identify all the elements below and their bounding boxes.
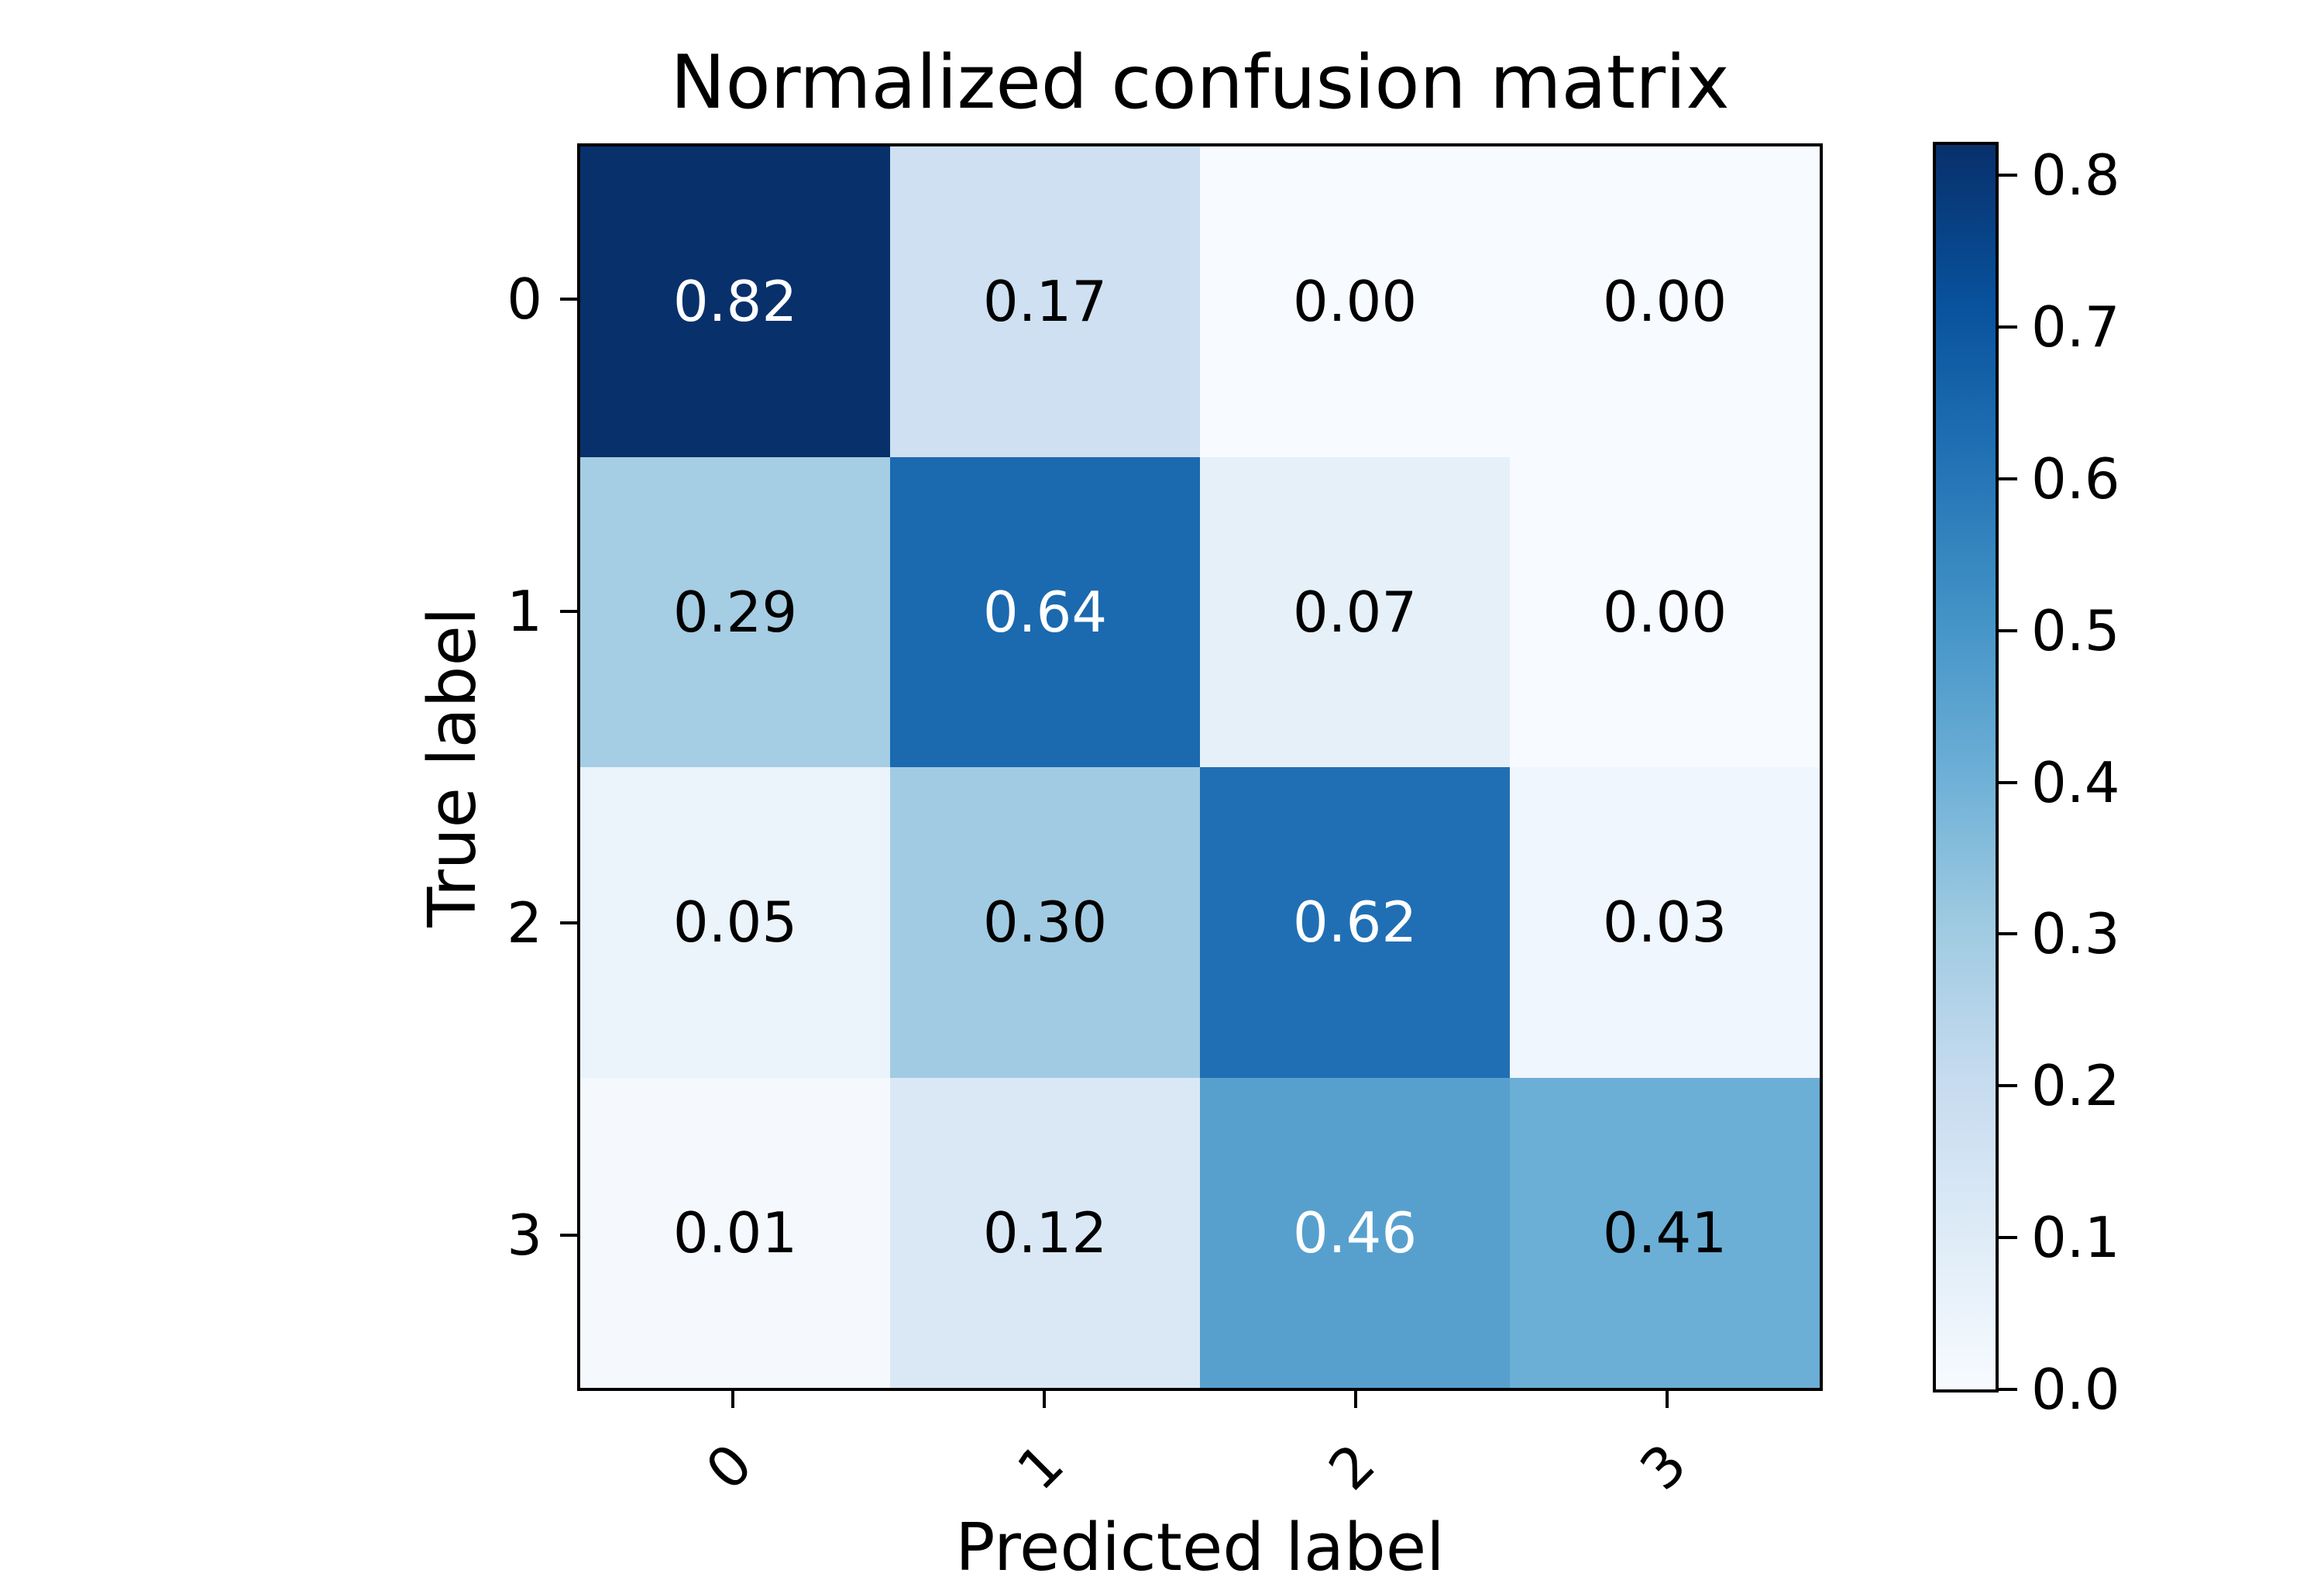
colorbar-tick-label-0.2: 0.2 xyxy=(2031,1053,2120,1119)
colorbar-tick-mark-0.2 xyxy=(1999,1084,2017,1088)
heatmap-cell-2-1: 0.30 xyxy=(890,767,1200,1078)
heatmap-cell-3-0: 0.01 xyxy=(580,1077,890,1388)
colorbar-gradient xyxy=(1936,145,1996,1389)
heatmap-cell-2-0: 0.05 xyxy=(580,767,890,1078)
colorbar-tick-label-0.4: 0.4 xyxy=(2031,749,2120,815)
colorbar-tick-label-0.0: 0.0 xyxy=(2031,1357,2120,1422)
confusion-matrix-figure: Normalized confusion matrix 0.82 0.17 0.00… xyxy=(414,40,2120,1586)
y-tick-label-1: 1 xyxy=(507,578,542,644)
heatmap-cell-1-3: 0.00 xyxy=(1510,456,1820,767)
colorbar-tick-mark-0.5 xyxy=(1999,628,2017,632)
heatmap-cell-0-2: 0.00 xyxy=(1200,146,1510,457)
heatmap-cell-0-3: 0.00 xyxy=(1510,146,1820,457)
x-tick-mark-3 xyxy=(1666,1391,1669,1408)
heatmap-grid: 0.82 0.17 0.00 0.00 0.29 0.64 0.07 0.00 0.05 0.30… xyxy=(577,143,1823,1391)
heatmap-cell-0-0: 0.82 xyxy=(580,146,890,457)
heatmap-cell-1-0: 0.29 xyxy=(580,456,890,767)
y-tick-mark-2 xyxy=(560,921,577,925)
colorbar-tick-label-0.8: 0.8 xyxy=(2031,143,2120,208)
colorbar-tick-mark-0.1 xyxy=(1999,1236,2017,1240)
heatmap-cell-3-2: 0.46 xyxy=(1200,1077,1510,1388)
colorbar-tick-label-0.6: 0.6 xyxy=(2031,446,2120,511)
heatmap-cell-3-1: 0.12 xyxy=(890,1077,1200,1388)
heatmap-cell-2-3: 0.03 xyxy=(1510,767,1820,1078)
heatmap-cell-0-1: 0.17 xyxy=(890,146,1200,457)
colorbar-tick-mark-0.7 xyxy=(1999,325,2017,329)
colorbar xyxy=(1933,142,1999,1392)
colorbar-tick-mark-0.0 xyxy=(1999,1388,2017,1391)
colorbar-tick-label-0.5: 0.5 xyxy=(2031,597,2120,663)
y-tick-mark-3 xyxy=(560,1233,577,1237)
colorbar-tick-mark-0.3 xyxy=(1999,932,2017,936)
y-tick-label-0: 0 xyxy=(507,267,542,332)
colorbar-tick-mark-0.6 xyxy=(1999,477,2017,480)
heatmap-cell-1-2: 0.07 xyxy=(1200,456,1510,767)
colorbar-tick-label-0.3: 0.3 xyxy=(2031,901,2120,967)
colorbar-tick-mark-0.8 xyxy=(1999,174,2017,177)
colorbar-tick-mark-0.4 xyxy=(1999,780,2017,784)
x-tick-mark-2 xyxy=(1354,1391,1357,1408)
heatmap-cell-1-1: 0.64 xyxy=(890,456,1200,767)
y-tick-mark-1 xyxy=(560,609,577,613)
x-tick-mark-0 xyxy=(731,1391,734,1408)
heatmap-cell-3-3: 0.41 xyxy=(1510,1077,1820,1388)
y-tick-mark-0 xyxy=(560,298,577,301)
y-axis-label: True label xyxy=(414,607,491,928)
y-tick-label-2: 2 xyxy=(507,890,542,956)
x-tick-mark-1 xyxy=(1043,1391,1046,1408)
colorbar-tick-label-0.1: 0.1 xyxy=(2031,1205,2120,1271)
heatmap-cell-2-2: 0.62 xyxy=(1200,767,1510,1078)
colorbar-tick-label-0.7: 0.7 xyxy=(2031,294,2120,360)
y-tick-label-3: 3 xyxy=(507,1202,542,1268)
chart-title: Normalized confusion matrix xyxy=(670,40,1730,126)
